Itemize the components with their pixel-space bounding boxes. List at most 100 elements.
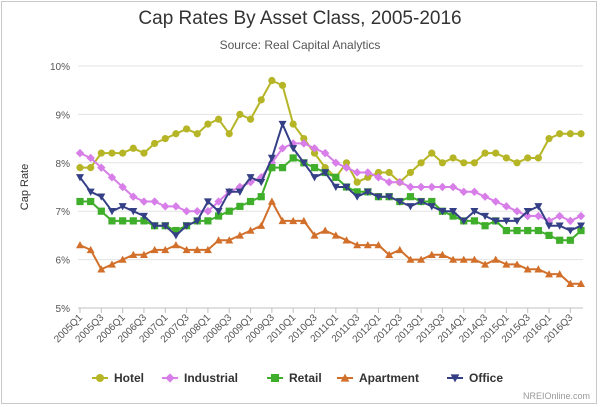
data-point bbox=[310, 231, 319, 239]
data-point bbox=[332, 173, 340, 181]
legend-item-apartment[interactable]: Apartment bbox=[337, 371, 419, 385]
data-point bbox=[129, 144, 137, 152]
data-point bbox=[566, 236, 574, 244]
data-point bbox=[492, 149, 500, 157]
data-point bbox=[353, 178, 361, 186]
data-point bbox=[161, 222, 170, 230]
data-point bbox=[171, 241, 180, 249]
legend-item-industrial[interactable]: Industrial bbox=[162, 371, 238, 385]
data-point bbox=[545, 231, 553, 239]
data-point bbox=[203, 207, 213, 216]
data-point bbox=[118, 182, 127, 192]
data-point bbox=[524, 226, 532, 235]
data-point bbox=[225, 130, 233, 138]
series-industrial bbox=[75, 139, 586, 226]
series-line bbox=[79, 200, 581, 285]
data-point bbox=[406, 193, 415, 201]
data-point bbox=[278, 144, 287, 153]
data-point bbox=[182, 207, 191, 216]
data-point bbox=[395, 177, 404, 187]
data-point bbox=[119, 149, 127, 157]
data-point bbox=[555, 211, 564, 221]
data-point bbox=[374, 168, 383, 177]
data-point bbox=[289, 145, 298, 153]
data-point bbox=[534, 226, 542, 235]
data-point bbox=[310, 144, 319, 153]
data-point bbox=[203, 198, 212, 206]
data-point bbox=[257, 221, 266, 229]
data-point bbox=[225, 188, 234, 196]
legend-item-office[interactable]: Office bbox=[447, 371, 503, 385]
data-point bbox=[97, 149, 105, 157]
data-point bbox=[534, 211, 543, 221]
data-point bbox=[140, 149, 148, 157]
data-point bbox=[139, 197, 149, 206]
data-point bbox=[577, 279, 585, 287]
credit-text: NREIOnline.com bbox=[522, 391, 590, 401]
data-point bbox=[353, 193, 362, 201]
data-point bbox=[87, 164, 95, 172]
data-point bbox=[182, 245, 191, 254]
y-tick-label: 6% bbox=[56, 256, 71, 267]
series-line bbox=[80, 79, 581, 184]
data-point bbox=[577, 222, 585, 230]
data-point bbox=[363, 188, 372, 196]
series-hotel bbox=[76, 76, 585, 186]
data-point bbox=[118, 203, 127, 211]
data-point bbox=[513, 159, 521, 167]
data-point bbox=[171, 232, 180, 240]
data-point bbox=[310, 164, 319, 172]
data-point bbox=[427, 250, 436, 258]
data-point bbox=[172, 226, 180, 235]
data-point bbox=[193, 207, 202, 216]
data-point bbox=[203, 245, 212, 254]
chart-title: Cap Rates By Asset Class, 2005-2016 bbox=[138, 8, 462, 29]
data-point bbox=[534, 203, 543, 211]
legend-label: Apartment bbox=[359, 371, 419, 385]
legend-label: Industrial bbox=[184, 371, 238, 385]
legend-item-retail[interactable]: Retail bbox=[267, 371, 322, 385]
data-point bbox=[150, 222, 159, 230]
data-point bbox=[385, 250, 394, 258]
data-point bbox=[225, 236, 234, 244]
data-point bbox=[352, 168, 362, 177]
data-point bbox=[161, 135, 169, 143]
data-point bbox=[481, 222, 489, 230]
data-point bbox=[523, 265, 532, 273]
data-point bbox=[331, 183, 340, 191]
data-point bbox=[459, 217, 468, 225]
legend-label: Retail bbox=[289, 371, 322, 385]
legend-item-hotel[interactable]: Hotel bbox=[92, 371, 144, 385]
data-point bbox=[193, 130, 201, 138]
data-point bbox=[577, 226, 585, 235]
data-point bbox=[555, 222, 564, 230]
data-point bbox=[118, 255, 127, 263]
data-point bbox=[193, 217, 202, 225]
data-point bbox=[278, 164, 287, 172]
data-point bbox=[321, 169, 330, 177]
y-tick-label: 8% bbox=[56, 159, 71, 170]
data-point bbox=[246, 115, 255, 123]
data-point bbox=[438, 182, 447, 192]
data-point bbox=[577, 130, 585, 138]
data-point bbox=[246, 226, 255, 234]
data-point bbox=[150, 197, 159, 206]
data-point bbox=[481, 149, 489, 157]
data-point bbox=[470, 255, 479, 263]
data-point bbox=[257, 178, 266, 187]
data-point bbox=[502, 202, 511, 211]
data-point bbox=[107, 208, 116, 216]
data-point bbox=[129, 192, 138, 201]
data-point bbox=[96, 374, 104, 382]
data-point bbox=[566, 279, 575, 287]
data-point bbox=[139, 250, 148, 258]
legend-label: Hotel bbox=[114, 371, 144, 385]
data-point bbox=[257, 193, 265, 201]
data-point bbox=[107, 260, 116, 268]
data-point bbox=[566, 216, 575, 226]
data-point bbox=[236, 202, 244, 210]
data-point bbox=[299, 139, 309, 148]
data-point bbox=[214, 197, 223, 206]
data-point bbox=[76, 197, 84, 206]
